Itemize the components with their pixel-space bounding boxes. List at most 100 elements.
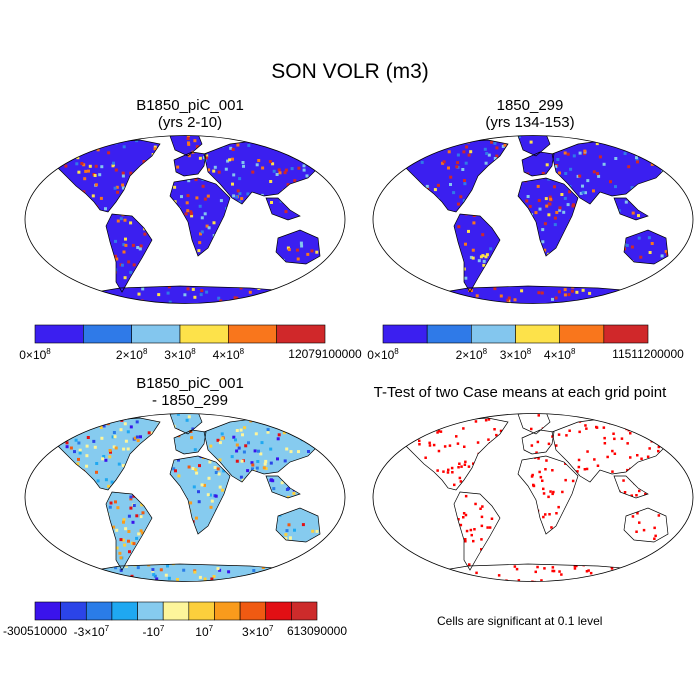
grid-cell (517, 579, 521, 582)
grid-cell (186, 209, 190, 213)
grid-cell (462, 512, 466, 515)
grid-cell (285, 301, 288, 304)
grid-cell (266, 135, 270, 139)
grid-cell (152, 573, 156, 577)
grid-cell (520, 289, 524, 293)
grid-cell (121, 174, 125, 178)
grid-cell (622, 479, 625, 482)
grid-cell (675, 259, 679, 262)
grid-cell (307, 304, 310, 307)
grid-cell (135, 420, 139, 424)
grid-cell (456, 442, 460, 445)
grid-cell (117, 462, 121, 466)
grid-cell (205, 154, 209, 158)
panel4-title: T-Test of two Case means at each grid po… (340, 384, 700, 401)
grid-cell (441, 161, 445, 165)
grid-cell (298, 579, 302, 582)
grid-cell (297, 450, 300, 454)
grid-cell (482, 263, 486, 267)
grid-cell (296, 580, 300, 582)
grid-cell (393, 448, 396, 451)
grid-cell (203, 197, 207, 201)
grid-cell (127, 539, 130, 543)
grid-cell (548, 195, 552, 199)
grid-cell (552, 490, 555, 494)
grid-cell (223, 301, 227, 304)
grid-cell (543, 222, 547, 226)
grid-cell (444, 297, 448, 301)
grid-cell (248, 290, 252, 294)
grid-cell (176, 578, 179, 581)
continent-africa (170, 456, 230, 534)
grid-cell (229, 146, 233, 150)
grid-cell (198, 156, 202, 160)
grid-cell (405, 145, 409, 149)
grid-cell (654, 534, 657, 538)
grid-cell (535, 451, 538, 454)
grid-cell (90, 143, 94, 147)
grid-cell (317, 417, 321, 421)
grid-cell (64, 301, 68, 304)
grid-cell (584, 424, 587, 427)
grid-cell (119, 428, 123, 432)
grid-cell (124, 237, 127, 241)
grid-cell (298, 563, 302, 566)
grid-cell (595, 425, 598, 429)
grid-cell (300, 418, 304, 422)
grid-cell (672, 149, 676, 153)
grid-cell (532, 483, 535, 487)
grid-cell (650, 162, 654, 166)
colorbar-tick-label: 107 (195, 624, 214, 639)
map-panel4 (372, 413, 694, 582)
grid-cell (575, 564, 578, 568)
grid-cell (576, 174, 580, 178)
grid-cell (409, 154, 413, 158)
grid-cell (302, 164, 306, 168)
grid-cell (629, 417, 633, 420)
grid-cell (584, 299, 588, 303)
grid-cell (544, 468, 547, 471)
grid-cell (43, 451, 46, 454)
grid-cell (136, 439, 140, 443)
grid-cell (549, 490, 552, 493)
grid-cell (99, 426, 103, 429)
grid-cell (62, 413, 66, 416)
grid-cell (500, 302, 504, 304)
grid-cell (671, 430, 674, 434)
grid-cell (108, 295, 112, 298)
grid-cell (325, 294, 328, 298)
grid-cell (157, 293, 161, 297)
grid-cell (618, 296, 622, 300)
grid-cell (88, 164, 92, 168)
grid-cell (319, 445, 323, 448)
grid-cell (235, 443, 239, 447)
grid-cell (96, 148, 100, 152)
grid-cell (432, 443, 436, 447)
grid-cell (76, 135, 80, 138)
grid-cell (177, 458, 180, 462)
grid-cell (115, 185, 119, 189)
grid-cell (586, 450, 589, 453)
grid-cell (194, 178, 198, 182)
grid-cell (141, 511, 145, 515)
grid-cell (569, 167, 573, 171)
grid-cell (253, 303, 257, 304)
grid-cell (130, 541, 134, 545)
grid-cell (646, 566, 649, 569)
grid-cell (592, 170, 596, 174)
colorbar-swatch (60, 601, 87, 621)
continent-antarctica (50, 564, 320, 582)
grid-cell (646, 455, 650, 458)
grid-cell (93, 445, 97, 449)
grid-cell (121, 183, 125, 187)
grid-cell (90, 290, 94, 294)
grid-cell (266, 428, 270, 432)
grid-cell (239, 428, 243, 432)
colorbar-swatch (137, 601, 164, 621)
grid-cell (206, 194, 210, 198)
grid-cell (642, 572, 646, 575)
grid-cell (635, 494, 638, 497)
grid-cell (677, 542, 680, 546)
grid-cell (231, 157, 234, 161)
grid-cell (506, 298, 510, 302)
